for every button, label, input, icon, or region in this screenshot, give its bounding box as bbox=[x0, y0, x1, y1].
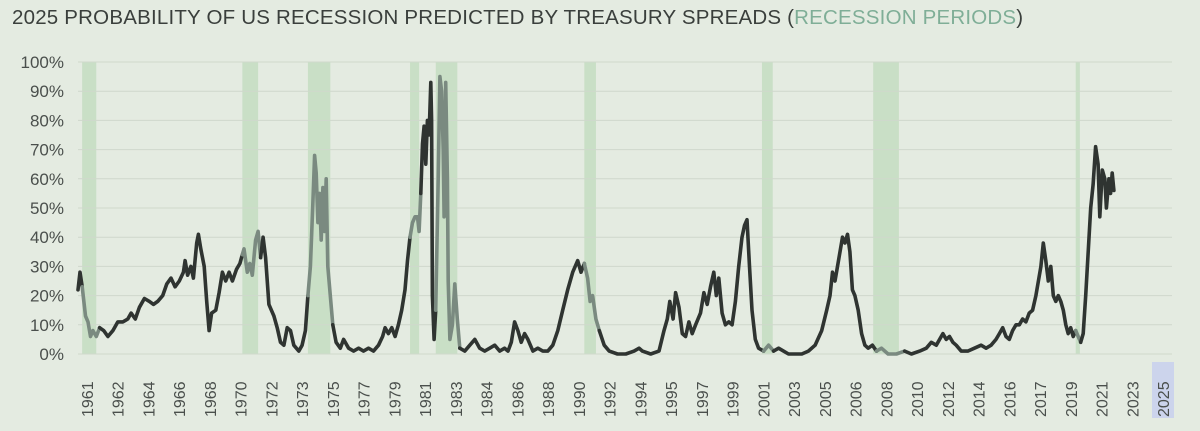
x-tick-label: 1995 bbox=[664, 381, 681, 417]
series-segment bbox=[597, 217, 766, 356]
x-tick-label: 1992 bbox=[603, 381, 620, 417]
highlight-tick-bg bbox=[1152, 362, 1174, 418]
x-tick-label: 1999 bbox=[726, 381, 743, 417]
y-tick-label: 60% bbox=[30, 170, 64, 189]
x-tick-label: 2008 bbox=[879, 381, 896, 417]
series-segment-recession bbox=[306, 153, 335, 327]
series-segment bbox=[458, 258, 587, 353]
series-segment bbox=[902, 241, 1078, 356]
x-tick-label: 1964 bbox=[141, 381, 158, 417]
series-segment bbox=[76, 270, 84, 292]
x-tick-label: 1966 bbox=[172, 381, 189, 417]
series-segment-recession bbox=[80, 285, 102, 339]
y-tick-label: 80% bbox=[30, 111, 64, 130]
x-tick-label: 1975 bbox=[326, 381, 343, 417]
x-tick-label: 2017 bbox=[1033, 381, 1050, 417]
series-line bbox=[76, 74, 1116, 356]
x-tick-label: 1986 bbox=[510, 381, 527, 417]
y-tick-label: 10% bbox=[30, 316, 64, 335]
x-tick-label: 1977 bbox=[357, 381, 374, 417]
series-segment-recession bbox=[433, 74, 462, 350]
chart-title-main: 2025 PROBABILITY OF US RECESSION PREDICT… bbox=[12, 6, 795, 29]
x-tick-label: 1994 bbox=[633, 381, 650, 417]
x-tick-label: 1983 bbox=[449, 381, 466, 417]
series-segment-recession bbox=[582, 261, 602, 333]
x-tick-label: 1972 bbox=[264, 381, 281, 417]
series-segment bbox=[258, 235, 310, 353]
x-tick-label: 2010 bbox=[910, 381, 927, 417]
gridlines bbox=[78, 61, 1172, 355]
x-tick-label: 2019 bbox=[1064, 381, 1081, 417]
series-segment-recession bbox=[874, 346, 907, 356]
x-tick-label: 2006 bbox=[849, 381, 866, 417]
x-tick-label: 2016 bbox=[1002, 381, 1019, 417]
x-tick-label: 1970 bbox=[234, 381, 251, 417]
y-tick-label: 0% bbox=[39, 345, 64, 364]
y-tick-label: 70% bbox=[30, 141, 64, 160]
series-segment bbox=[331, 235, 412, 353]
series-segment bbox=[419, 80, 438, 342]
y-tick-label: 100% bbox=[21, 53, 64, 72]
x-tick-label: 1984 bbox=[480, 381, 497, 417]
x-tick-label: 1988 bbox=[541, 381, 558, 417]
x-tick-label: 2025 bbox=[1156, 381, 1173, 417]
x-axis: 1961 1962 1964 1966 1968 1970 1972 1973 1975 1977… bbox=[80, 362, 1174, 418]
series-segment-recession bbox=[240, 229, 263, 277]
chart-title: 2025 PROBABILITY OF US RECESSION PREDICT… bbox=[12, 6, 1023, 30]
x-tick-label: 1961 bbox=[80, 381, 97, 417]
series-segment bbox=[771, 232, 879, 356]
x-tick-label: 1968 bbox=[203, 381, 220, 417]
series-segment-recession bbox=[761, 343, 776, 353]
x-tick-label: 2001 bbox=[756, 381, 773, 417]
y-tick-label: 40% bbox=[30, 228, 64, 247]
y-tick-label: 90% bbox=[30, 82, 64, 101]
y-axis: 0% 10% 20% 30% 40% 50% 60% 70% 80% 90% 100% bbox=[21, 53, 64, 364]
x-tick-label: 1997 bbox=[695, 381, 712, 417]
x-tick-label: 1962 bbox=[111, 381, 128, 417]
y-tick-label: 20% bbox=[30, 287, 64, 306]
x-tick-label: 1979 bbox=[387, 381, 404, 417]
series-segment bbox=[1078, 144, 1116, 345]
series-segment-recession bbox=[408, 191, 423, 239]
x-tick-label: 1981 bbox=[418, 381, 435, 417]
y-tick-label: 50% bbox=[30, 199, 64, 218]
chart-title-highlight: RECESSION PERIODS bbox=[794, 6, 1017, 29]
x-tick-label: 2014 bbox=[972, 381, 989, 417]
x-tick-label: 2023 bbox=[1125, 381, 1142, 417]
x-tick-label: 2005 bbox=[818, 381, 835, 417]
chart-title-suffix: ) bbox=[1016, 6, 1024, 29]
series-segment bbox=[97, 232, 245, 339]
x-tick-label: 2003 bbox=[787, 381, 804, 417]
x-tick-label: 2021 bbox=[1095, 381, 1112, 417]
x-tick-label: 1990 bbox=[572, 381, 589, 417]
x-tick-label: 1973 bbox=[295, 381, 312, 417]
y-tick-label: 30% bbox=[30, 257, 64, 276]
x-tick-label: 2012 bbox=[941, 381, 958, 417]
